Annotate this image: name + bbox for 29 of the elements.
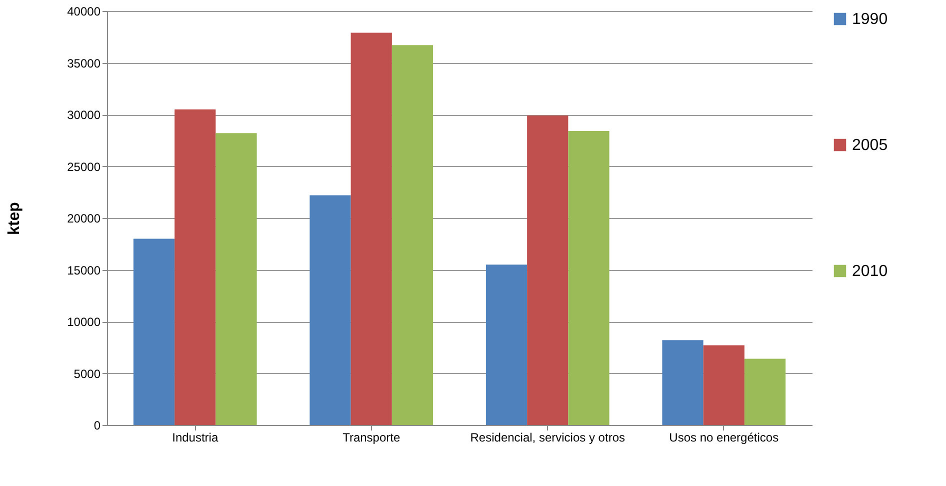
bar [703, 345, 744, 425]
legend-label: 1990 [852, 11, 888, 28]
y-tick-label: 0 [94, 418, 101, 432]
y-tick-label: 35000 [67, 56, 101, 70]
y-axis-title: ktep [6, 202, 24, 235]
x-tick-label: Transporte [342, 430, 400, 444]
legend-label: 2005 [852, 137, 888, 154]
bar [216, 133, 257, 425]
y-tick-label: 25000 [67, 160, 101, 174]
bar [133, 238, 175, 425]
bar [350, 32, 392, 425]
y-tick-label: 10000 [67, 315, 101, 329]
bar [174, 109, 216, 425]
bar [392, 45, 434, 425]
bar [744, 358, 786, 425]
x-tick-label: Residencial, servicios y otros [470, 430, 625, 444]
bar [662, 340, 704, 425]
x-tick-label: Usos no energéticos [669, 430, 779, 444]
bar [310, 195, 351, 425]
y-tick-label: 15000 [67, 263, 101, 278]
bar [527, 116, 568, 425]
y-tick-label: 30000 [67, 108, 101, 122]
bar [486, 264, 528, 425]
x-tick-label: Industria [172, 430, 218, 444]
bar [568, 131, 610, 425]
y-tick-label: 40000 [67, 4, 101, 18]
legend-label: 2010 [852, 263, 888, 280]
y-tick-label: 20000 [67, 212, 101, 226]
y-tick-label: 5000 [74, 366, 101, 381]
